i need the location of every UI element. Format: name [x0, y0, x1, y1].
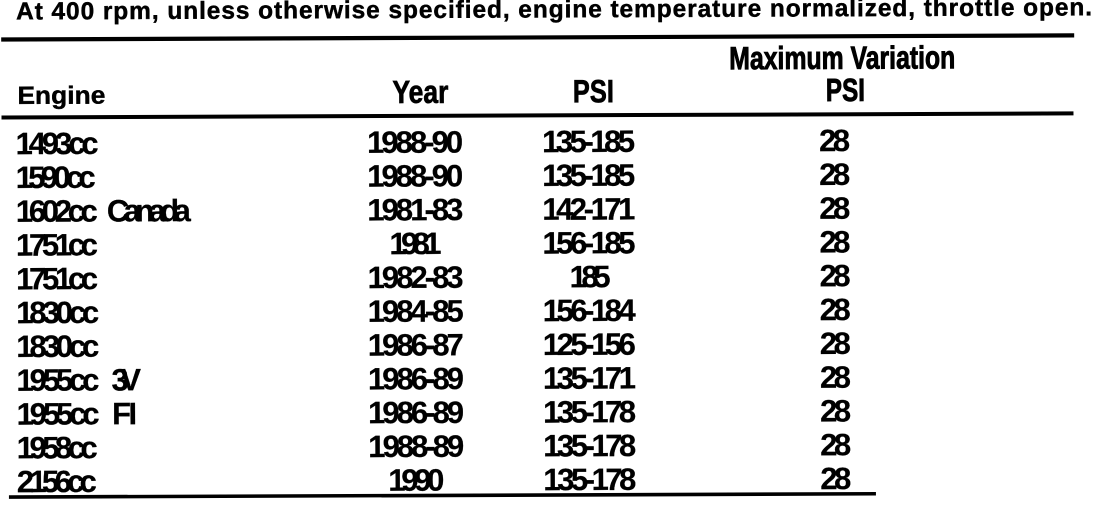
svg-text:1958cc: 1958cc [17, 430, 98, 465]
svg-text:1751cc: 1751cc [16, 227, 98, 262]
svg-text:Maximum Variation: Maximum Variation [729, 39, 955, 76]
svg-text:1830cc: 1830cc [16, 295, 99, 330]
svg-text:1955cc: 1955cc [16, 363, 99, 398]
svg-text:1590cc: 1590cc [16, 160, 96, 195]
svg-text:1751cc: 1751cc [16, 261, 98, 296]
svg-text:1493cc: 1493cc [16, 126, 99, 161]
svg-text:1986-89: 1986-89 [368, 361, 464, 396]
svg-text:135-185: 135-185 [542, 158, 635, 193]
svg-text:28: 28 [820, 292, 851, 327]
svg-text:FI: FI [112, 396, 137, 431]
svg-text:135-171: 135-171 [543, 360, 636, 395]
svg-text:28: 28 [820, 360, 851, 395]
svg-text:1986-89: 1986-89 [368, 395, 464, 430]
svg-text:1986-87: 1986-87 [368, 327, 464, 362]
svg-text:1988-90: 1988-90 [367, 158, 463, 193]
svg-text:135-178: 135-178 [543, 428, 636, 463]
svg-text:28: 28 [819, 157, 850, 192]
svg-text:PSI: PSI [573, 73, 614, 109]
svg-text:28: 28 [820, 326, 851, 361]
svg-text:1984-85: 1984-85 [368, 294, 464, 329]
svg-text:PSI: PSI [826, 72, 865, 108]
svg-text:125-156: 125-156 [543, 327, 636, 362]
svg-text:156-185: 156-185 [542, 225, 635, 260]
svg-text:1982-83: 1982-83 [368, 260, 464, 295]
svg-text:156-184: 156-184 [543, 293, 637, 328]
svg-text:28: 28 [820, 461, 851, 496]
svg-text:135-178: 135-178 [543, 462, 636, 497]
svg-text:1602cc: 1602cc [16, 194, 98, 229]
svg-text:1981: 1981 [389, 226, 441, 261]
svg-text:1988-90: 1988-90 [367, 125, 463, 160]
svg-text:1955cc: 1955cc [17, 396, 100, 431]
svg-text:3V: 3V [111, 362, 141, 397]
svg-text:135-178: 135-178 [543, 394, 636, 429]
svg-text:185: 185 [570, 259, 611, 294]
svg-text:28: 28 [820, 393, 851, 428]
svg-text:135-185: 135-185 [542, 124, 635, 159]
svg-text:28: 28 [820, 258, 851, 293]
svg-text:1981-83: 1981-83 [367, 192, 463, 227]
svg-text:142-171: 142-171 [542, 191, 635, 226]
svg-text:28: 28 [819, 224, 850, 259]
svg-text:1830cc: 1830cc [16, 329, 99, 364]
svg-text:28: 28 [820, 427, 851, 462]
svg-text:At 400 rpm, unless otherwise s: At 400 rpm, unless otherwise specified, … [16, 0, 1092, 25]
svg-text:28: 28 [819, 123, 850, 158]
svg-text:2156cc: 2156cc [17, 464, 97, 499]
svg-text:1990: 1990 [388, 463, 444, 498]
svg-text:Canada: Canada [107, 193, 192, 228]
svg-text:Engine: Engine [17, 82, 105, 110]
svg-text:1988-89: 1988-89 [368, 429, 464, 464]
svg-text:Year: Year [392, 74, 448, 110]
svg-text:28: 28 [819, 191, 850, 226]
